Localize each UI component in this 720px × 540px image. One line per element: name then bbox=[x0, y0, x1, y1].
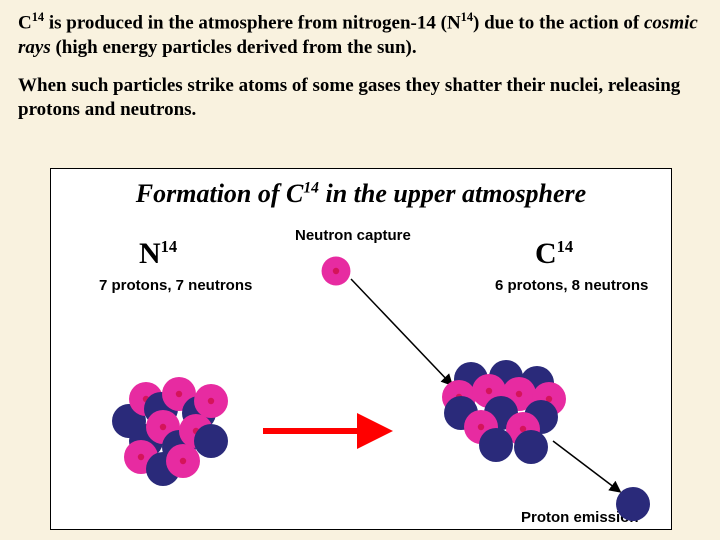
proton-dot bbox=[478, 424, 484, 430]
proton-dot bbox=[520, 426, 526, 432]
neutron-particle bbox=[489, 360, 523, 394]
proton-particle bbox=[162, 377, 196, 411]
incoming-neutron bbox=[322, 257, 351, 286]
slide-root: C14 is produced in the atmosphere from n… bbox=[0, 0, 720, 540]
proton-particle bbox=[532, 382, 566, 416]
neutron-particle bbox=[182, 396, 216, 430]
proton-dot bbox=[193, 428, 199, 434]
proton-dot bbox=[456, 394, 462, 400]
diagram-svg bbox=[51, 169, 671, 529]
neutron-capture-label: Neutron capture bbox=[295, 227, 411, 244]
neutron-particle bbox=[146, 452, 180, 486]
intro-text-block: C14 is produced in the atmosphere from n… bbox=[0, 0, 720, 127]
proton-particle bbox=[129, 382, 163, 416]
c14-label: C14 bbox=[535, 237, 573, 271]
proton-dot bbox=[208, 398, 214, 404]
n14-label: N14 bbox=[139, 237, 177, 271]
neutron-particle bbox=[144, 392, 178, 426]
proton-dot bbox=[160, 424, 166, 430]
proton-emission-arrow bbox=[553, 441, 619, 491]
neutron-particle bbox=[524, 400, 558, 434]
proton-particle bbox=[179, 414, 213, 448]
neutron-particle bbox=[454, 362, 488, 396]
neutron-particle bbox=[162, 430, 196, 464]
c14-composition: 6 protons, 8 neutrons bbox=[495, 277, 648, 294]
neutron-particle bbox=[520, 366, 554, 400]
proton-particle bbox=[124, 440, 158, 474]
c14-nucleus bbox=[442, 360, 566, 464]
proton-particle bbox=[146, 410, 180, 444]
proton-dot bbox=[138, 454, 144, 460]
proton-dot bbox=[486, 388, 492, 394]
neutron-particle bbox=[194, 424, 228, 458]
proton-particle bbox=[502, 377, 536, 411]
proton-dot bbox=[516, 391, 522, 397]
proton-particle bbox=[506, 412, 540, 446]
neutron-particle bbox=[484, 396, 518, 430]
neutron-capture-arrow bbox=[351, 279, 451, 384]
neutron-particle bbox=[479, 428, 513, 462]
proton-dot bbox=[180, 458, 186, 464]
n14-nucleus bbox=[112, 377, 228, 486]
neutron-particle bbox=[514, 430, 548, 464]
proton-dot bbox=[546, 396, 552, 402]
neutron-particle bbox=[112, 404, 146, 438]
proton-particle bbox=[464, 410, 498, 444]
proton-particle bbox=[194, 384, 228, 418]
diagram-panel: Formation of C14 in the upper atmosphere… bbox=[50, 168, 672, 530]
proton-particle bbox=[166, 444, 200, 478]
proton-dot bbox=[176, 391, 182, 397]
diagram-title: Formation of C14 in the upper atmosphere bbox=[51, 179, 671, 209]
proton-emission-label: Proton emission bbox=[521, 509, 639, 526]
neutron-particle bbox=[444, 396, 478, 430]
intro-para-2: When such particles strike atoms of some… bbox=[18, 74, 702, 123]
proton-particle bbox=[442, 380, 476, 414]
n14-composition: 7 protons, 7 neutrons bbox=[99, 277, 252, 294]
proton-dot bbox=[143, 396, 149, 402]
neutron-particle bbox=[129, 424, 163, 458]
intro-para-1: C14 is produced in the atmosphere from n… bbox=[18, 10, 702, 60]
proton-particle bbox=[472, 374, 506, 408]
